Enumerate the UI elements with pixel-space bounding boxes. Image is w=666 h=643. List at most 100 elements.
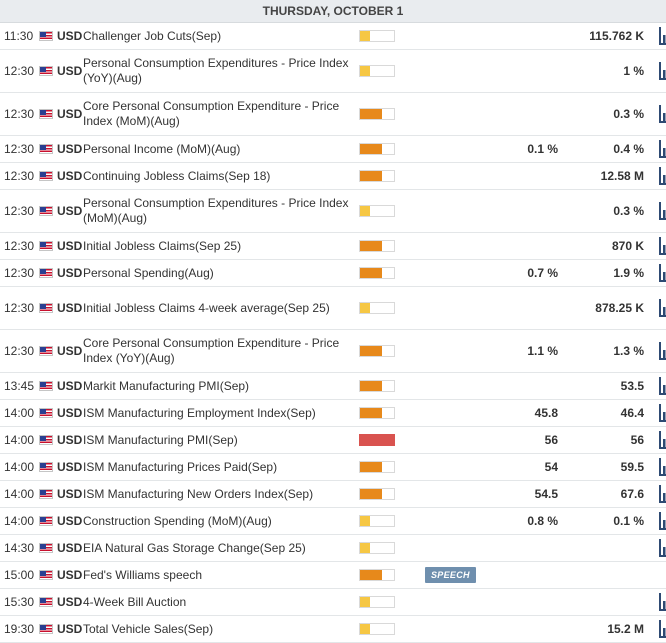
- bar-chart-icon[interactable]: [649, 27, 666, 45]
- event-name[interactable]: Initial Jobless Claims 4-week average(Se…: [83, 300, 330, 315]
- event-row[interactable]: 12:30 USD Initial Jobless Claims 4-week av…: [0, 287, 666, 330]
- event-time: 12:30: [4, 344, 35, 358]
- bar-chart-icon[interactable]: [649, 237, 666, 255]
- impact-indicator: [359, 515, 395, 527]
- event-currency: USD: [57, 460, 83, 474]
- event-row[interactable]: 11:30 USD Challenger Job Cuts(Sep) 115.762 …: [0, 23, 666, 50]
- event-name[interactable]: Challenger Job Cuts(Sep): [83, 28, 222, 43]
- event-currency: USD: [57, 514, 83, 528]
- impact-indicator: [359, 488, 395, 500]
- event-row[interactable]: 12:30 USD Personal Consumption Expenditure…: [0, 50, 666, 93]
- bar-chart-icon[interactable]: [649, 485, 666, 503]
- event-row[interactable]: 14:00 USD ISM Manufacturing New Orders Ind…: [0, 481, 666, 508]
- event-name[interactable]: Markit Manufacturing PMI(Sep): [83, 378, 250, 393]
- event-row[interactable]: 15:30 USD 4-Week Bill Auction: [0, 589, 666, 616]
- bar-chart-icon[interactable]: [649, 264, 666, 282]
- event-previous: 59.5: [620, 460, 644, 474]
- bar-chart-icon[interactable]: [649, 167, 666, 185]
- event-name[interactable]: EIA Natural Gas Storage Change(Sep 25): [83, 540, 306, 555]
- event-currency: USD: [57, 487, 83, 501]
- event-name[interactable]: ISM Manufacturing PMI(Sep): [83, 432, 238, 447]
- event-previous: 46.4: [620, 406, 644, 420]
- impact-fill: [360, 144, 382, 154]
- event-name[interactable]: Personal Consumption Expenditures - Pric…: [83, 56, 349, 85]
- event-currency: USD: [57, 622, 83, 636]
- impact-indicator: [359, 205, 395, 217]
- event-name[interactable]: Fed's Williams speech: [83, 567, 202, 582]
- event-name[interactable]: Personal Income (MoM)(Aug): [83, 141, 241, 156]
- event-row[interactable]: 15:00 USD Fed's Williams speech SPEECH: [0, 562, 666, 589]
- impact-fill: [360, 66, 371, 76]
- event-row[interactable]: 12:30 USD Personal Income (MoM)(Aug) 0.1 % 0…: [0, 136, 666, 163]
- event-row[interactable]: 14:30 USD EIA Natural Gas Storage Change(S…: [0, 535, 666, 562]
- us-flag-icon: [39, 489, 53, 499]
- event-name[interactable]: Personal Consumption Expenditures - Pric…: [83, 196, 349, 225]
- event-consensus: 0.1 %: [527, 142, 558, 156]
- event-previous: 870 K: [611, 239, 644, 253]
- bar-chart-icon[interactable]: [649, 140, 666, 158]
- event-name[interactable]: Personal Spending(Aug): [83, 265, 214, 280]
- event-previous: 878.25 K: [595, 301, 644, 315]
- event-row[interactable]: 14:00 USD ISM Manufacturing Prices Paid(Se…: [0, 454, 666, 481]
- bar-chart-icon[interactable]: [649, 404, 666, 422]
- bar-chart-icon[interactable]: [649, 620, 666, 638]
- event-row[interactable]: 12:30 USD Continuing Jobless Claims(Sep 18…: [0, 163, 666, 190]
- chart-cell: [649, 458, 666, 476]
- event-row[interactable]: 14:00 USD Construction Spending (MoM)(Aug)…: [0, 508, 666, 535]
- event-row[interactable]: 12:30 USD Personal Consumption Expenditure…: [0, 190, 666, 233]
- event-row[interactable]: 12:30 USD Core Personal Consumption Expend…: [0, 93, 666, 136]
- bar-chart-icon[interactable]: [649, 62, 666, 80]
- event-currency: USD: [57, 107, 83, 121]
- impact-indicator: [359, 240, 395, 252]
- event-name[interactable]: Continuing Jobless Claims(Sep 18): [83, 168, 271, 183]
- event-name[interactable]: Core Personal Consumption Expenditure - …: [83, 336, 340, 365]
- bar-chart-icon[interactable]: [649, 342, 666, 360]
- bar-chart-icon[interactable]: [649, 593, 666, 611]
- event-name[interactable]: ISM Manufacturing Employment Index(Sep): [83, 405, 316, 420]
- impact-fill: [360, 516, 371, 526]
- event-row[interactable]: 14:00 USD ISM Manufacturing PMI(Sep) 56 56: [0, 427, 666, 454]
- event-currency: USD: [57, 433, 83, 447]
- event-currency: USD: [57, 568, 83, 582]
- event-previous: 12.58 M: [600, 169, 644, 183]
- event-name[interactable]: ISM Manufacturing Prices Paid(Sep): [83, 459, 278, 474]
- event-currency: USD: [57, 379, 83, 393]
- event-name[interactable]: ISM Manufacturing New Orders Index(Sep): [83, 486, 314, 501]
- event-time: 12:30: [4, 64, 35, 78]
- event-row[interactable]: 12:30 USD Initial Jobless Claims(Sep 25) 87…: [0, 233, 666, 260]
- impact-indicator: [359, 267, 395, 279]
- bar-chart-icon[interactable]: [649, 202, 666, 220]
- bar-chart-icon[interactable]: [649, 431, 666, 449]
- event-currency: USD: [57, 29, 83, 43]
- bar-chart-icon[interactable]: [649, 299, 666, 317]
- bar-chart-icon[interactable]: [649, 539, 666, 557]
- chart-cell: [649, 512, 666, 530]
- chart-cell: [649, 167, 666, 185]
- bar-chart-icon[interactable]: [649, 512, 666, 530]
- impact-indicator: [359, 434, 395, 446]
- event-time: 11:30: [4, 29, 34, 43]
- us-flag-icon: [39, 597, 53, 607]
- impact-indicator: [359, 30, 395, 42]
- us-flag-icon: [39, 171, 53, 181]
- chart-cell: [649, 593, 666, 611]
- event-name[interactable]: Total Vehicle Sales(Sep): [83, 621, 214, 636]
- event-row[interactable]: 12:30 USD Personal Spending(Aug) 0.7 % 1.9 %: [0, 260, 666, 287]
- event-name[interactable]: Construction Spending (MoM)(Aug): [83, 513, 272, 528]
- bar-chart-icon[interactable]: [649, 377, 666, 395]
- event-row[interactable]: 13:45 USD Markit Manufacturing PMI(Sep) 53.…: [0, 373, 666, 400]
- impact-fill: [360, 171, 382, 181]
- event-time: 12:30: [4, 169, 35, 183]
- bar-chart-icon[interactable]: [649, 458, 666, 476]
- event-row[interactable]: 14:00 USD ISM Manufacturing Employment Ind…: [0, 400, 666, 427]
- bar-chart-icon[interactable]: [649, 105, 666, 123]
- us-flag-icon: [39, 570, 53, 580]
- event-row[interactable]: 12:30 USD Core Personal Consumption Expend…: [0, 330, 666, 373]
- impact-indicator: [359, 380, 395, 392]
- event-name[interactable]: 4-Week Bill Auction: [83, 594, 187, 609]
- event-previous: 0.1 %: [613, 514, 644, 528]
- event-name[interactable]: Core Personal Consumption Expenditure - …: [83, 99, 340, 128]
- event-name[interactable]: Initial Jobless Claims(Sep 25): [83, 238, 242, 253]
- chart-cell: [649, 377, 666, 395]
